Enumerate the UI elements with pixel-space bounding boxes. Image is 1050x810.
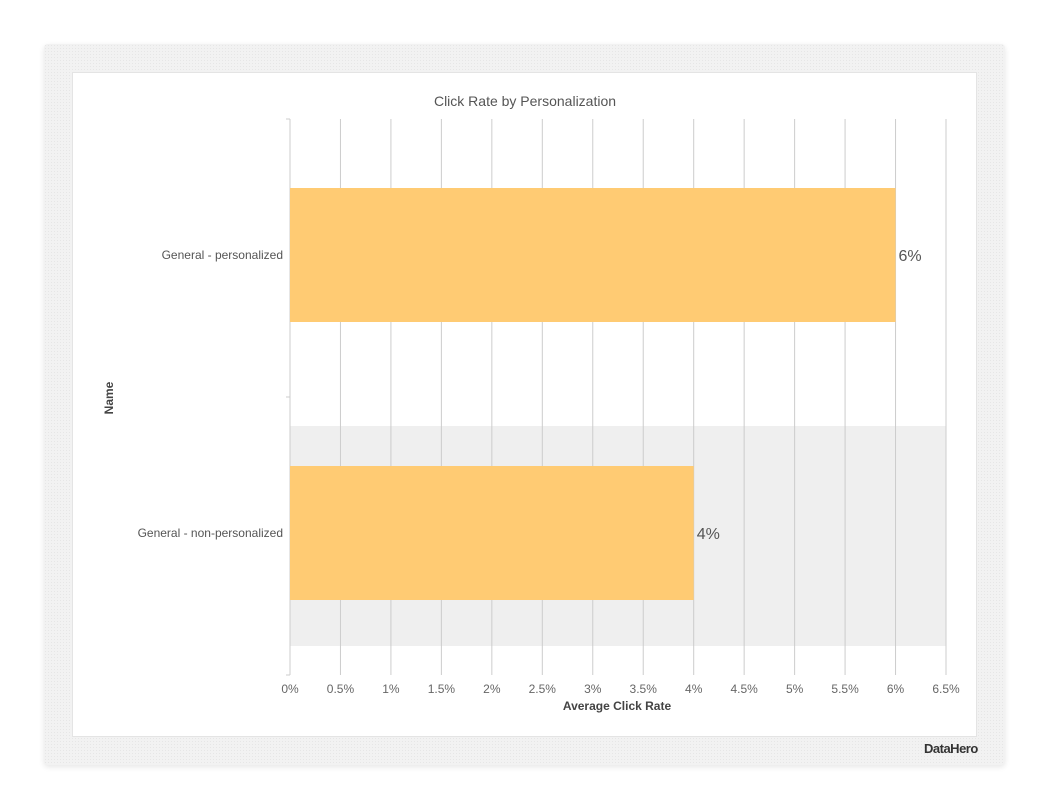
chart-title: Click Rate by Personalization xyxy=(434,93,616,109)
x-tick-label: 3% xyxy=(584,682,602,696)
x-tick-label: 2.5% xyxy=(529,682,557,696)
x-tick-label: 6% xyxy=(887,682,905,696)
category-label: General - non-personalized xyxy=(138,526,283,540)
x-tick-label: 1.5% xyxy=(428,682,456,696)
bar xyxy=(290,466,694,600)
x-axis-title: Average Click Rate xyxy=(563,699,672,713)
x-tick-label: 4% xyxy=(685,682,703,696)
data-label: 6% xyxy=(899,248,922,265)
x-tick-label: 6.5% xyxy=(932,682,960,696)
x-tick-label: 5.5% xyxy=(831,682,859,696)
x-tick-labels: 0% 0.5% 1% 1.5% 2% 2.5% 3% 3.5% 4% 4.5% 5% 5.5% 6% 6.… xyxy=(281,682,960,696)
data-labels: 6% 4% xyxy=(697,248,922,543)
x-tick-label: 5% xyxy=(786,682,804,696)
x-tick-label: 0.5% xyxy=(327,682,355,696)
x-tick-label: 2% xyxy=(483,682,501,696)
x-tick-label: 4.5% xyxy=(730,682,758,696)
bar xyxy=(290,188,896,322)
x-tick-label: 0% xyxy=(281,682,299,696)
category-label: General - personalized xyxy=(162,248,283,262)
y-axis-title: Name xyxy=(102,381,116,414)
x-tick-label: 3.5% xyxy=(630,682,658,696)
category-labels: General - personalized General - non-pers… xyxy=(138,248,283,540)
x-tick-label: 1% xyxy=(382,682,400,696)
bars xyxy=(290,188,896,600)
datahero-logo: DataHero xyxy=(924,741,978,756)
data-label: 4% xyxy=(697,526,720,543)
